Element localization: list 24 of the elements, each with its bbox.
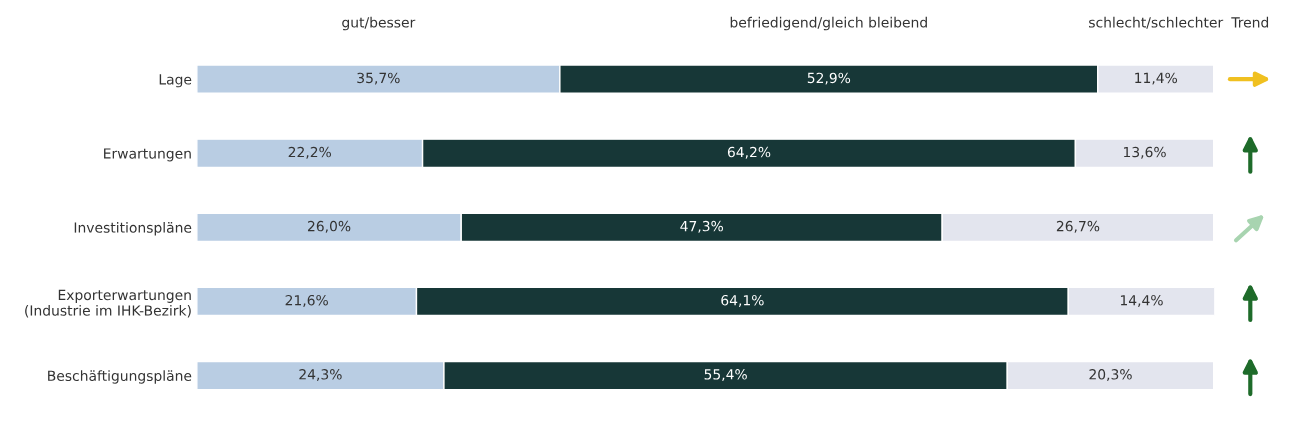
data-label: 11,4% xyxy=(1135,72,1178,85)
text: befriedigend/gleich bleibend xyxy=(730,16,927,31)
y-tick-label: Erwartungen xyxy=(104,148,191,162)
text: schlecht/schlechter xyxy=(1089,16,1224,29)
data-label: 55,4% xyxy=(704,369,747,381)
data-label: 35,7% xyxy=(357,72,400,85)
data-label: 64,2% xyxy=(727,146,771,159)
y-tick-label: Investitionspläne xyxy=(74,222,192,236)
data-label: 64,1% xyxy=(721,294,764,307)
text: gut/besser xyxy=(342,16,416,31)
y-tick-label: Beschäftigungspläne xyxy=(48,370,192,384)
data-label: 13,6% xyxy=(1124,146,1166,159)
text: Trend xyxy=(1231,16,1269,28)
data-label: 26,0% xyxy=(307,220,351,233)
y-tick-label: Lage xyxy=(159,74,192,88)
data-label: 24,3% xyxy=(299,369,342,381)
data-label: 22,2% xyxy=(288,146,332,159)
data-label: 52,9% xyxy=(807,72,851,85)
data-label: 21,6% xyxy=(285,294,328,307)
y-tick-label: Exporterwartungen (Industrie im IHK-Bezirk) xyxy=(25,289,191,318)
data-label: 26,7% xyxy=(1056,220,1100,233)
data-label: 14,4% xyxy=(1120,294,1163,307)
data-label: 20,3% xyxy=(1089,369,1132,381)
data-label: 47,3% xyxy=(680,220,723,233)
